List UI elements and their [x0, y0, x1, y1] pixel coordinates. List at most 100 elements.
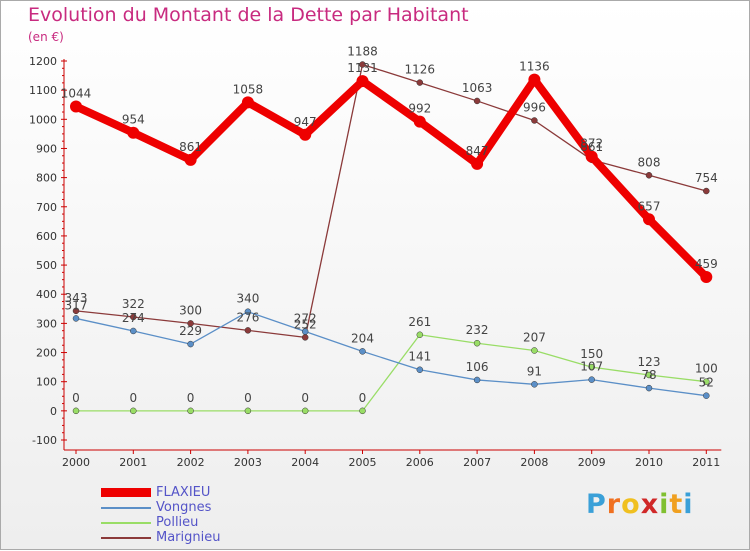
logo-letter: o: [621, 489, 641, 520]
data-label: 0: [359, 391, 367, 405]
x-tick-label: 2010: [635, 456, 663, 469]
data-label: 1126: [405, 63, 436, 77]
series-pollieu: [72, 331, 710, 415]
logo-letter: i: [683, 489, 694, 520]
data-label: 1136: [519, 60, 550, 74]
data-point: [473, 97, 481, 105]
legend-label: FLAXIEU: [156, 485, 211, 500]
data-label: 861: [580, 140, 603, 154]
legend-swatch: [101, 506, 151, 509]
data-label: 947: [294, 115, 317, 129]
data-point: [416, 331, 424, 339]
x-tick-label: 2004: [291, 456, 319, 469]
y-tick-label: 100: [36, 376, 57, 389]
data-point: [585, 150, 598, 163]
data-point: [184, 153, 197, 166]
y-tick-label: 400: [36, 288, 57, 301]
data-label: 204: [351, 331, 374, 345]
data-label: 229: [179, 324, 202, 338]
y-tick-label: 900: [36, 142, 57, 155]
data-label: 954: [122, 113, 145, 127]
data-point: [72, 407, 80, 415]
data-label: 317: [65, 298, 88, 312]
data-point: [416, 366, 424, 373]
series-flaxieu: [70, 73, 713, 284]
x-tick-label: 2005: [349, 456, 377, 469]
legend-item: Marignieu: [101, 530, 301, 545]
y-tick-label: -100: [32, 434, 57, 447]
data-label: 106: [466, 360, 489, 374]
data-label: 52: [699, 376, 714, 390]
data-label: 0: [244, 391, 252, 405]
data-label: 91: [527, 364, 542, 378]
data-point: [700, 271, 713, 284]
data-point: [70, 100, 82, 113]
data-label: 754: [695, 171, 718, 185]
chart-title: Evolution du Montant de la Dette par Hab…: [28, 4, 469, 26]
data-point: [244, 308, 252, 315]
data-point: [299, 128, 312, 141]
data-point: [645, 371, 653, 379]
logo-letter: P: [586, 489, 607, 520]
legend-swatch: [101, 536, 151, 539]
data-label: 272: [294, 312, 317, 326]
y-tick-label: 200: [36, 347, 57, 360]
logo-letter: i: [659, 489, 670, 520]
data-point: [588, 363, 595, 371]
data-point: [301, 328, 309, 335]
data-point: [359, 348, 366, 355]
legend-item: FLAXIEU: [101, 485, 301, 500]
data-label: 847: [466, 144, 489, 158]
proxiti-logo: Proxiti: [586, 489, 694, 520]
data-label: 1188: [347, 44, 378, 58]
data-point: [588, 376, 595, 383]
data-point: [301, 407, 309, 415]
data-point: [703, 378, 710, 385]
x-tick-label: 2008: [520, 456, 548, 469]
data-label: 657: [638, 199, 661, 213]
data-point: [301, 334, 309, 341]
data-point: [127, 126, 140, 139]
data-label: 78: [641, 368, 656, 382]
data-point: [471, 157, 484, 170]
legend-label: Vongnes: [156, 500, 212, 515]
legend-swatch: [101, 488, 151, 497]
data-label: 0: [301, 391, 309, 405]
data-point: [531, 381, 538, 388]
legend-swatch: [101, 521, 151, 524]
data-label: 861: [179, 140, 202, 154]
data-label: 1063: [462, 81, 493, 95]
legend-label: Marignieu: [156, 530, 221, 545]
x-tick-label: 2011: [692, 456, 720, 469]
data-label: 0: [72, 391, 80, 405]
data-point: [187, 340, 194, 348]
data-point: [703, 187, 710, 195]
series-line: [74, 75, 710, 280]
data-label: 1058: [233, 82, 264, 96]
y-tick-label: 800: [36, 172, 57, 185]
x-tick-label: 2000: [62, 456, 90, 469]
data-point: [130, 407, 137, 415]
data-point: [130, 327, 137, 335]
data-point: [72, 307, 80, 315]
data-point: [473, 376, 481, 384]
y-tick-label: 1000: [29, 113, 57, 126]
data-point: [645, 384, 653, 392]
logo-letter: r: [606, 489, 622, 520]
data-point: [643, 213, 655, 226]
legend-item: Vongnes: [101, 500, 301, 515]
data-label: 459: [695, 257, 718, 271]
data-label: 141: [408, 350, 431, 364]
data-label: 232: [466, 323, 489, 337]
data-label: 150: [580, 347, 603, 361]
legend-item: Pollieu: [101, 515, 301, 530]
x-tick-label: 2002: [177, 456, 205, 469]
logo-letter: t: [669, 489, 684, 520]
data-label: 252: [294, 317, 317, 331]
data-label: 343: [65, 291, 88, 305]
data-label: 1044: [61, 86, 92, 100]
data-label: 322: [122, 297, 145, 311]
data-point: [645, 172, 653, 179]
